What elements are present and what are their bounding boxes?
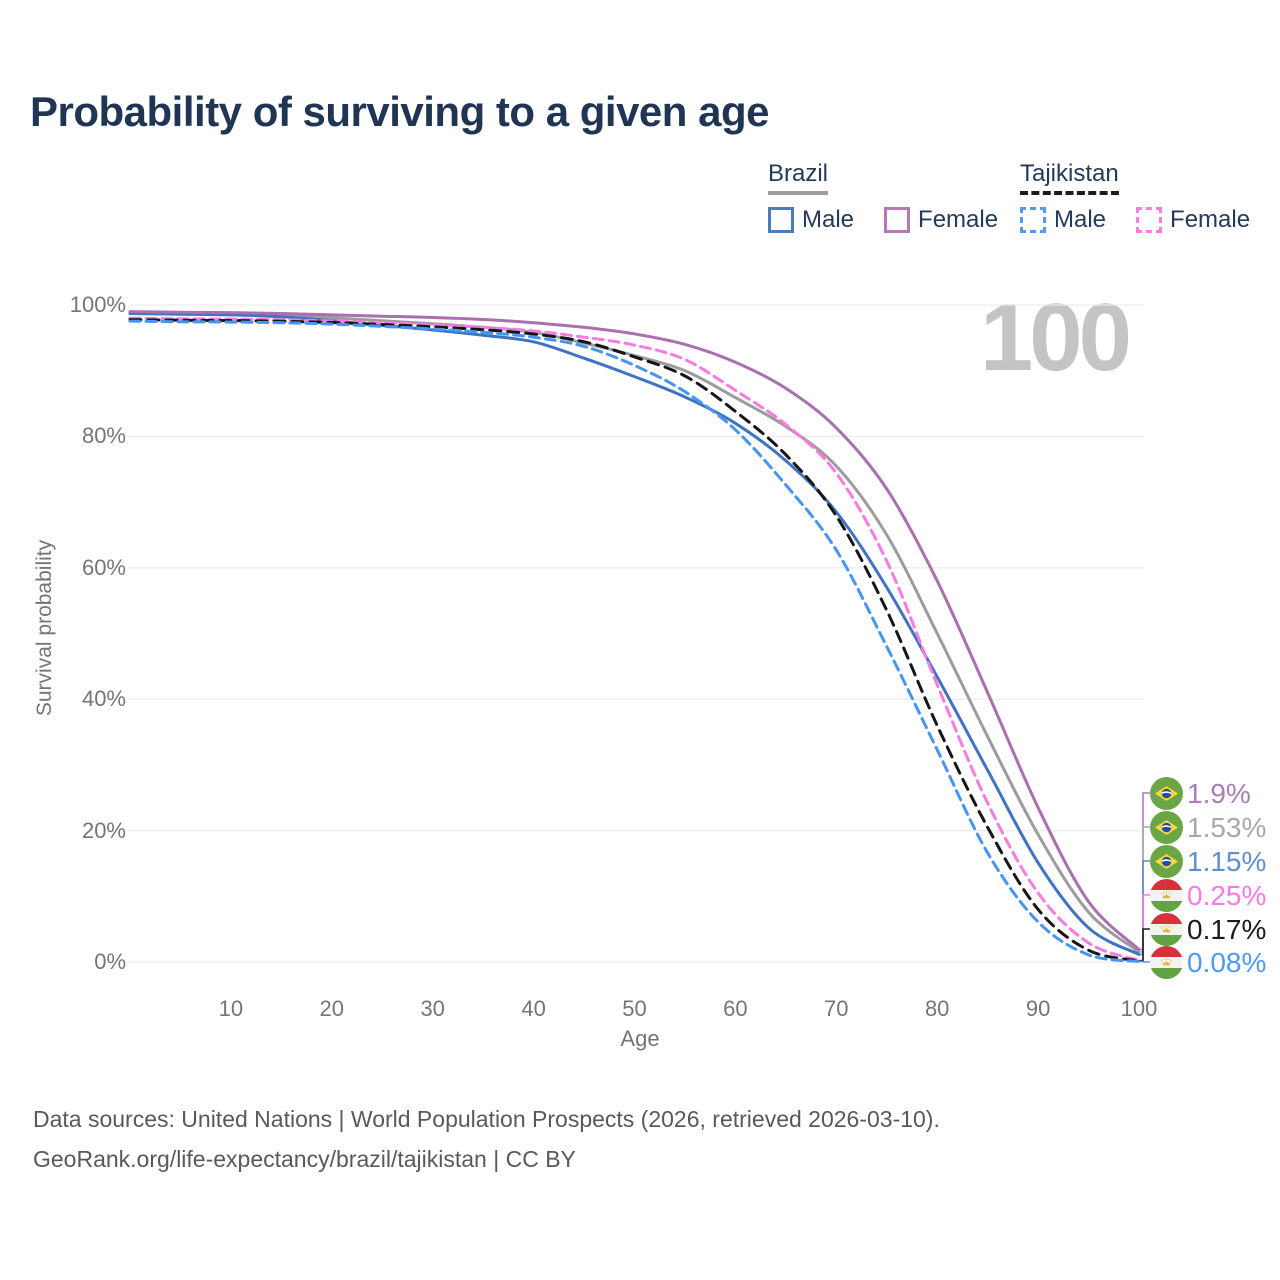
end-label-value-brazil-male: 1.15% [1187, 845, 1267, 877]
x-tick-20: 20 [319, 996, 345, 1021]
series-line-brazil-all[interactable] [128, 311, 1141, 954]
end-label-flag-tajikistan-all [1150, 912, 1183, 946]
end-label-value-tajikistan-all: 0.17% [1187, 913, 1267, 945]
legend-item-label: Female [918, 206, 999, 233]
legend-header-tajikistan[interactable]: Tajikistan [1020, 160, 1119, 195]
tajikistan-flag-icon [1150, 878, 1183, 912]
tajikistan-female-swatch-icon [1136, 207, 1163, 233]
chart-legend: Brazil Male Female Tajikistan Male [0, 160, 1280, 240]
legend-group-brazil: Brazil Male Female [768, 160, 998, 234]
x-tick-30: 30 [420, 996, 445, 1021]
end-label-value-tajikistan-female: 0.25% [1187, 879, 1267, 911]
y-tick-100: 100% [69, 292, 126, 317]
y-tick-80: 80% [81, 423, 126, 449]
x-tick-90: 90 [1025, 996, 1051, 1021]
y-tick-40: 40% [81, 686, 126, 712]
leader-line-brazil-female [1139, 792, 1150, 951]
end-label-flag-tajikistan-female [1150, 878, 1183, 912]
legend-item-label: Female [1170, 206, 1251, 233]
legend-header-brazil[interactable]: Brazil [768, 160, 829, 195]
brazil-flag-icon [1150, 776, 1183, 810]
footer-attribution: GeoRank.org/life-expectancy/brazil/tajik… [33, 1146, 576, 1172]
legend-item-brazil-female[interactable]: Female [884, 206, 998, 234]
x-tick-80: 80 [924, 996, 950, 1021]
leader-line-brazil-all [1139, 826, 1150, 953]
x-tick-60: 60 [723, 996, 748, 1021]
y-tick-0: 0% [94, 949, 126, 974]
x-tick-10: 10 [218, 996, 244, 1021]
series-line-brazil-female[interactable] [128, 310, 1141, 951]
end-label-value-tajikistan-male: 0.08% [1187, 946, 1267, 978]
legend-item-brazil-male[interactable]: Male [768, 206, 854, 234]
end-label-value-brazil-all: 1.53% [1187, 811, 1267, 843]
end-label-leader-lines [1139, 792, 1150, 963]
footer-data-sources: Data sources: United Nations | World Pop… [33, 1106, 940, 1132]
end-label-flag-brazil-all [1150, 810, 1183, 844]
x-tick-70: 70 [824, 996, 849, 1021]
end-label-value-brazil-female: 1.9% [1187, 777, 1251, 809]
tajikistan-flag-icon [1150, 945, 1183, 979]
legend-item-label: Male [1054, 206, 1107, 233]
series-line-tajikistan-male[interactable] [128, 319, 1141, 963]
end-label-flag-brazil-male [1150, 844, 1183, 878]
leader-line-tajikistan-all [1139, 928, 1150, 962]
leader-line-brazil-male [1139, 860, 1150, 956]
x-tick-40: 40 [521, 996, 546, 1021]
brazil-female-swatch-icon [884, 207, 911, 233]
x-axis-title: Age [620, 1026, 660, 1051]
end-label-flag-brazil-female [1150, 776, 1183, 810]
page-title: Probability of surviving to a given age [30, 88, 769, 135]
series-curves [128, 310, 1141, 963]
legend-item-label: Male [802, 206, 855, 233]
brazil-male-swatch-icon [768, 207, 794, 233]
brazil-flag-icon [1150, 810, 1183, 844]
brazil-flag-icon [1150, 844, 1183, 878]
legend-group-tajikistan: Tajikistan Male Female [1020, 160, 1250, 234]
legend-item-tajikistan-male[interactable]: Male [1020, 206, 1106, 234]
series-line-tajikistan-all[interactable] [128, 318, 1141, 963]
y-tick-60: 60% [81, 554, 126, 580]
series-line-brazil-male[interactable] [128, 312, 1141, 956]
y-tick-20: 20% [81, 817, 126, 843]
legend-item-tajikistan-female[interactable]: Female [1136, 206, 1250, 234]
end-label-flag-tajikistan-male [1150, 945, 1183, 979]
leader-line-tajikistan-female [1139, 894, 1150, 962]
x-tick-100: 100 [1120, 996, 1158, 1021]
gridlines [128, 304, 1144, 963]
tajikistan-flag-icon [1150, 912, 1183, 946]
x-tick-50: 50 [622, 996, 647, 1021]
leader-line-tajikistan-male [1139, 960, 1150, 963]
tajikistan-male-swatch-icon [1020, 207, 1046, 233]
series-line-tajikistan-female[interactable] [128, 316, 1141, 962]
